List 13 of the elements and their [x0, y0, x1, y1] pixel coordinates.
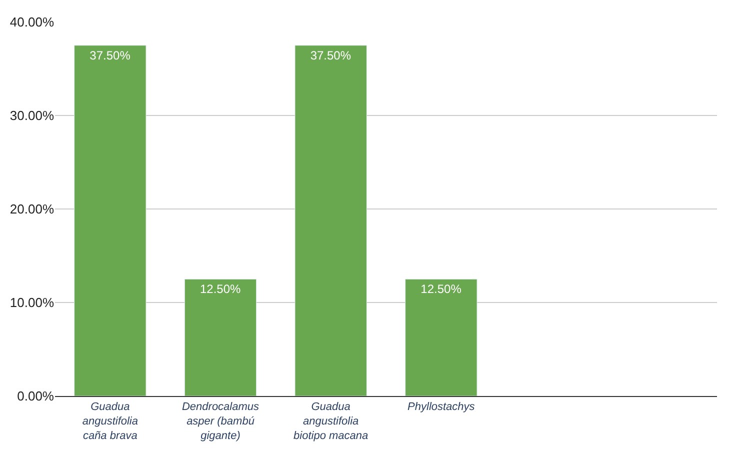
x-tick-label: Dendrocalamus asper (bambú gigante)	[182, 401, 260, 442]
x-tick-label: Guadua angustifolia caña brava	[82, 401, 138, 442]
data-label: 12.50%	[420, 282, 462, 296]
y-tick-label: 40.00%	[10, 14, 54, 30]
x-tick-label: Phyllostachys	[408, 401, 476, 414]
data-label: 37.50%	[310, 48, 352, 62]
data-label: 37.50%	[90, 48, 131, 62]
data-label: 12.50%	[200, 282, 242, 296]
y-tick-label: 0.00%	[17, 388, 54, 404]
x-tick-label: Guadua angustifolia biotipo macana	[294, 401, 368, 442]
y-tick-label: 30.00%	[10, 108, 54, 124]
y-tick-label: 20.00%	[10, 202, 54, 217]
y-tick-label: 10.00%	[10, 295, 54, 310]
